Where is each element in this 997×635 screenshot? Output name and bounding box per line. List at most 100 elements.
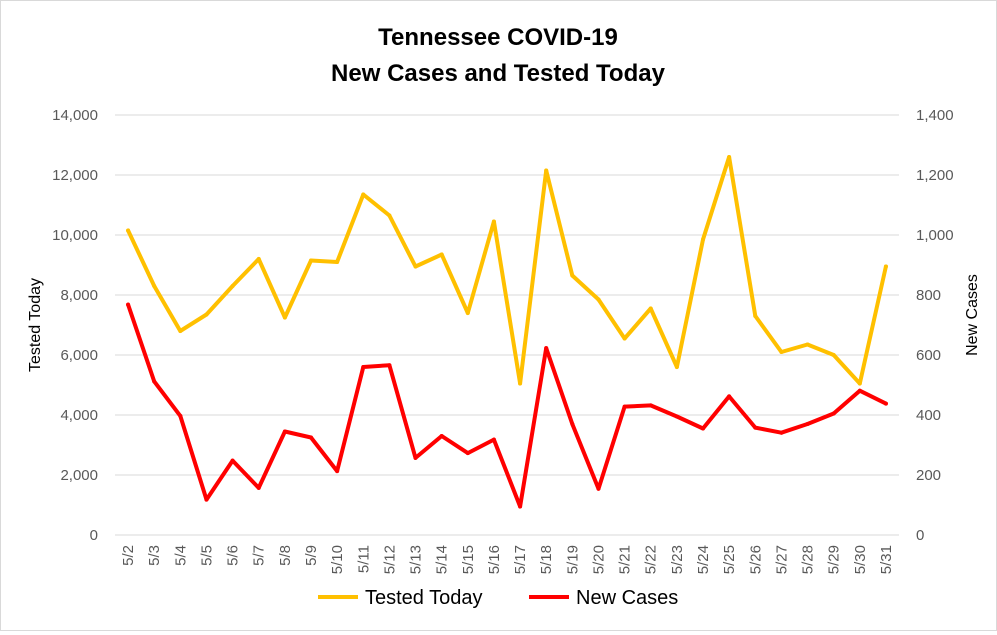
x-tick-label-23: 5/25 — [721, 545, 738, 574]
x-tick-label-29: 5/31 — [878, 545, 895, 574]
left-tick-label-4: 8,000 — [60, 287, 98, 304]
data-point-tested-today-13 — [465, 311, 470, 315]
left-tick-label-1: 2,000 — [60, 467, 98, 484]
left-axis-ticks: 0 2,000 4,000 6,000 8,000 10,000 12,000 14,000 — [52, 107, 98, 544]
x-tick-label-16: 5/18 — [538, 545, 555, 574]
data-point-new-cases-5 — [256, 485, 261, 490]
chart-title-line-2: New Cases and Tested Today — [331, 60, 666, 87]
data-point-new-cases-16 — [544, 346, 549, 351]
series-lines — [126, 155, 888, 509]
right-tick-label-0: 0 — [916, 527, 924, 544]
legend-label-tested-today: Tested Today — [365, 587, 483, 609]
left-tick-label-0: 0 — [90, 527, 98, 544]
data-point-tested-today-1 — [152, 284, 157, 288]
data-point-tested-today-6 — [282, 315, 287, 320]
data-point-tested-today-24 — [753, 314, 758, 318]
data-point-tested-today-9 — [361, 192, 366, 197]
data-point-tested-today-17 — [570, 273, 575, 278]
x-tick-label-24: 5/26 — [747, 545, 764, 574]
legend: Tested Today New Cases — [318, 587, 678, 609]
data-point-new-cases-4 — [230, 458, 235, 463]
x-tick-label-28: 5/30 — [852, 545, 869, 574]
data-point-new-cases-17 — [570, 422, 575, 426]
data-point-new-cases-11 — [413, 455, 418, 460]
left-tick-label-2: 4,000 — [60, 407, 98, 424]
x-tick-label-12: 5/14 — [434, 545, 451, 574]
data-point-tested-today-26 — [805, 342, 810, 347]
data-point-new-cases-27 — [831, 411, 836, 416]
data-point-new-cases-23 — [727, 394, 732, 399]
data-point-tested-today-12 — [439, 252, 444, 257]
data-point-new-cases-28 — [857, 388, 862, 393]
left-tick-label-7: 14,000 — [52, 107, 98, 124]
x-tick-label-2: 5/4 — [172, 545, 189, 566]
x-tick-label-18: 5/20 — [590, 545, 607, 574]
data-point-tested-today-21 — [674, 365, 679, 369]
data-point-tested-today-19 — [622, 336, 627, 341]
right-axis-title: New Cases — [964, 274, 981, 356]
right-tick-label-7: 1,400 — [916, 107, 954, 124]
data-point-tested-today-22 — [701, 237, 705, 242]
legend-label-new-cases: New Cases — [576, 587, 678, 609]
data-point-tested-today-8 — [335, 260, 340, 264]
data-point-new-cases-9 — [361, 365, 366, 369]
left-axis-title: Tested Today — [27, 278, 44, 372]
data-point-new-cases-7 — [309, 435, 313, 440]
x-tick-label-27: 5/29 — [826, 545, 843, 574]
x-tick-label-6: 5/8 — [277, 545, 294, 566]
data-point-new-cases-26 — [805, 422, 810, 426]
x-tick-label-17: 5/19 — [564, 545, 581, 574]
data-point-new-cases-3 — [204, 497, 209, 502]
data-point-new-cases-0 — [126, 302, 131, 307]
x-tick-label-4: 5/6 — [225, 545, 242, 566]
x-tick-label-10: 5/12 — [381, 545, 398, 574]
data-point-new-cases-12 — [439, 434, 444, 438]
x-axis-ticks: 5/2 5/3 5/4 5/5 5/6 5/7 5/8 5/9 5/10 5/11 5/12 5/13… — [120, 545, 895, 574]
data-point-new-cases-13 — [465, 451, 470, 456]
data-point-new-cases-25 — [779, 430, 784, 435]
data-point-new-cases-29 — [883, 401, 888, 406]
right-tick-label-4: 800 — [916, 287, 941, 304]
data-point-new-cases-10 — [387, 363, 392, 368]
data-point-tested-today-27 — [831, 353, 836, 357]
data-point-tested-today-2 — [178, 329, 183, 333]
data-point-tested-today-28 — [857, 381, 862, 386]
x-tick-label-7: 5/9 — [303, 545, 320, 566]
left-tick-label-5: 10,000 — [52, 227, 98, 244]
data-point-tested-today-25 — [779, 350, 784, 354]
x-tick-label-8: 5/10 — [329, 545, 346, 574]
right-tick-label-6: 1,200 — [916, 167, 954, 184]
x-tick-label-13: 5/15 — [460, 545, 477, 574]
right-tick-label-3: 600 — [916, 347, 941, 364]
data-point-tested-today-18 — [596, 297, 601, 302]
data-point-new-cases-18 — [596, 486, 601, 491]
data-point-new-cases-19 — [622, 404, 627, 409]
x-tick-label-15: 5/17 — [512, 545, 529, 574]
data-point-tested-today-14 — [491, 219, 496, 224]
left-tick-label-3: 6,000 — [60, 347, 98, 364]
data-point-new-cases-21 — [674, 414, 679, 419]
chart-title-line-1: Tennessee COVID-19 — [378, 24, 618, 51]
x-tick-label-19: 5/21 — [617, 545, 634, 574]
data-point-tested-today-0 — [126, 228, 131, 233]
x-tick-label-1: 5/3 — [146, 545, 163, 566]
x-tick-label-14: 5/16 — [486, 545, 503, 574]
x-tick-label-26: 5/28 — [800, 545, 817, 574]
right-tick-label-2: 400 — [916, 407, 941, 424]
data-point-new-cases-15 — [518, 504, 523, 509]
right-axis-ticks: 0 200 400 600 800 1,000 1,200 1,400 — [916, 107, 954, 544]
data-point-new-cases-14 — [491, 437, 496, 442]
series-line-new-cases — [126, 302, 888, 509]
data-point-tested-today-7 — [309, 258, 313, 263]
x-tick-label-9: 5/11 — [355, 545, 372, 573]
series-line-tested-today — [126, 155, 888, 386]
x-tick-label-5: 5/7 — [251, 545, 268, 566]
x-tick-label-21: 5/23 — [669, 545, 686, 574]
data-point-tested-today-4 — [230, 284, 235, 288]
data-point-new-cases-24 — [753, 425, 758, 430]
x-tick-label-11: 5/13 — [408, 545, 425, 574]
right-tick-label-5: 1,000 — [916, 227, 954, 244]
right-tick-label-1: 200 — [916, 467, 941, 484]
